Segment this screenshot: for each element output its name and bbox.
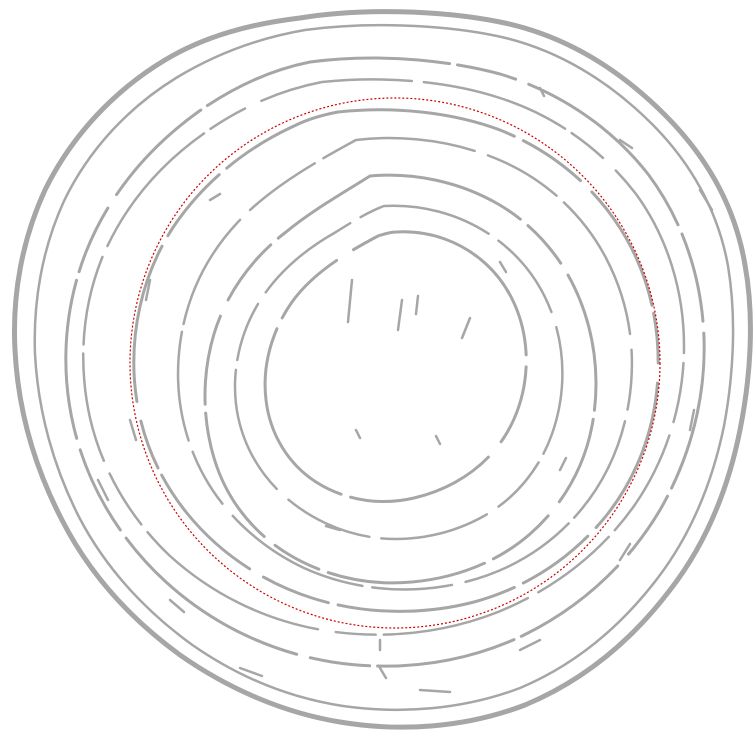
growth-ring-4 xyxy=(176,136,634,591)
bark-outline-inner xyxy=(33,23,735,712)
grain-speck xyxy=(538,86,546,98)
grain-speck xyxy=(168,598,186,614)
grain-speck xyxy=(324,524,342,532)
outer-bark-outline xyxy=(12,9,753,730)
bark-outline-outer xyxy=(12,9,753,730)
grain-speck xyxy=(434,434,442,446)
grain-speck xyxy=(378,666,388,680)
grain-speck xyxy=(354,428,362,440)
grain-speck xyxy=(688,408,696,432)
grain-speck xyxy=(346,278,354,324)
grain-speck xyxy=(418,688,452,694)
growth-ring-6 xyxy=(233,204,564,541)
grain-speck xyxy=(558,456,568,472)
grain-speck xyxy=(414,294,420,316)
growth-ring-2 xyxy=(82,78,686,636)
grain-speck xyxy=(498,260,508,274)
grain-speck xyxy=(396,298,404,332)
growth-ring-7 xyxy=(263,230,528,503)
grain-speck xyxy=(460,316,472,340)
guide-circle xyxy=(129,97,661,629)
grain-speck xyxy=(128,418,138,442)
grain-speck xyxy=(144,278,152,302)
growth-rings xyxy=(64,56,706,668)
growth-ring-1 xyxy=(64,56,706,668)
growth-ring-5 xyxy=(203,173,598,585)
grain-speck xyxy=(698,188,714,212)
grain-speck xyxy=(618,138,634,150)
grain-speck xyxy=(208,192,222,202)
grain-speck xyxy=(96,478,110,502)
grain-specks xyxy=(96,86,714,694)
growth-ring-3 xyxy=(132,108,660,613)
grain-speck xyxy=(518,638,542,652)
grain-speck xyxy=(618,542,632,562)
grain-speck xyxy=(238,666,264,678)
